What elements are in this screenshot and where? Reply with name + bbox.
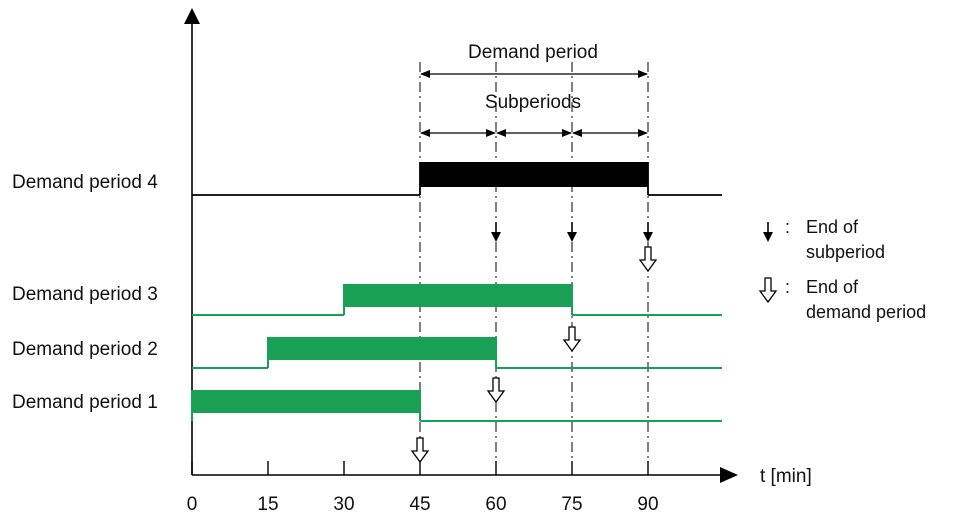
x-ticks: 0 15 30 45 60 75 90 <box>187 461 659 515</box>
subperiod-bracket-2-arrowhead-left <box>496 129 506 137</box>
row-label: Demand period 4 <box>12 172 158 193</box>
y-axis-arrow <box>184 8 200 24</box>
row-label: Demand period 3 <box>12 284 158 305</box>
subperiod-end-arrow-head <box>567 232 577 242</box>
dash-dot-lines <box>419 62 649 475</box>
period-bar <box>192 390 420 413</box>
demand-period-end-arrow <box>562 326 582 353</box>
legend-demand-line2: demand period <box>806 302 926 322</box>
demand-period-bracket-arrowhead-left <box>420 70 430 78</box>
period-bar <box>268 337 496 360</box>
demand-period-title: Demand period <box>468 42 598 63</box>
hollow-arrow-icon <box>758 277 778 304</box>
demand-period-end-arrow <box>486 377 506 404</box>
row-demand-period-3: Demand period 3 <box>12 284 722 316</box>
end-markers <box>410 222 658 464</box>
x-tick-label: 45 <box>409 494 430 515</box>
row-demand-period-2: Demand period 2 <box>12 337 722 369</box>
row-label: Demand period 1 <box>12 392 158 413</box>
x-tick-label: 90 <box>637 494 658 515</box>
row-demand-period-4: Demand period 4 <box>12 162 722 196</box>
legend-colon-2: : <box>785 277 790 297</box>
legend-colon-1: : <box>785 217 790 237</box>
x-tick-label: 15 <box>257 494 278 515</box>
subperiods-title: Subperiods <box>485 92 581 113</box>
subperiod-end-arrow-head <box>491 232 501 242</box>
legend-subperiod-line1: End of <box>806 217 859 237</box>
period-bar <box>344 284 572 307</box>
legend-subperiod: : End of subperiod <box>763 217 885 262</box>
period-rows: Demand period 4 Demand period 3 Demand per… <box>12 162 722 422</box>
x-axis-label: t [min] <box>760 466 812 487</box>
x-tick-label: 75 <box>561 494 582 515</box>
subperiod-bracket-3-arrowhead-left <box>572 129 582 137</box>
subperiod-bracket-3-arrowhead-right <box>638 129 648 137</box>
x-axis-arrow <box>720 467 738 483</box>
period-brackets: Demand period Subperiods <box>420 42 648 137</box>
x-tick-label: 30 <box>333 494 354 515</box>
legend: : End of subperiod : End of demand perio… <box>758 217 926 322</box>
legend-demand: : End of demand period <box>758 277 926 322</box>
subperiod-bracket-1-arrowhead-left <box>420 129 430 137</box>
row-demand-period-1: Demand period 1 <box>12 390 722 422</box>
axes: t [min] <box>184 8 812 487</box>
demand-period-bracket-arrowhead-right <box>638 70 648 78</box>
subperiod-bracket-2-arrowhead-right <box>562 129 572 137</box>
legend-demand-line1: End of <box>806 277 859 297</box>
filled-arrow-icon-head <box>763 232 773 242</box>
row-label: Demand period 2 <box>12 339 158 360</box>
x-tick-label: 0 <box>187 494 198 515</box>
demand-period-end-arrow <box>638 246 658 273</box>
legend-subperiod-line2: subperiod <box>806 242 885 262</box>
demand-period-end-arrow <box>410 437 430 464</box>
subperiod-end-arrow-head <box>643 232 653 242</box>
subperiod-bracket-1-arrowhead-right <box>486 129 496 137</box>
period-bar <box>420 162 648 187</box>
x-tick-label: 60 <box>485 494 506 515</box>
